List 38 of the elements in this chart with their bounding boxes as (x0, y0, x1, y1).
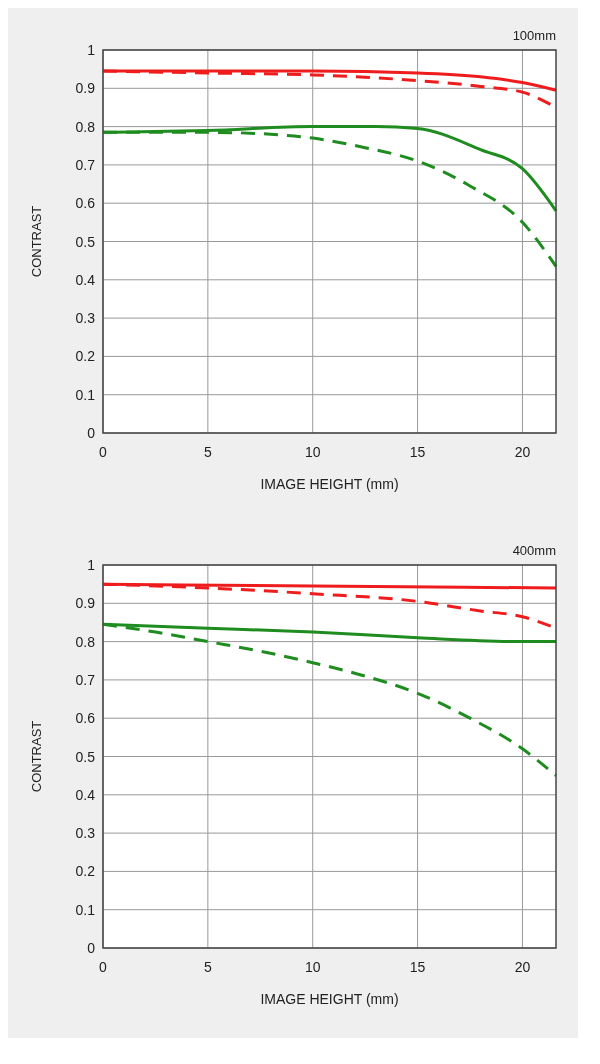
y-axis-title: CONTRAST (29, 205, 44, 278)
y-tick-label: 0.8 (75, 118, 96, 135)
x-tick-label: 15 (409, 444, 426, 460)
y-tick-label: 0.2 (75, 863, 96, 880)
y-tick-label: 0.3 (75, 310, 96, 327)
x-tick-label: 20 (514, 444, 531, 460)
y-tick-label: 0.9 (75, 595, 96, 612)
x-tick-label: 5 (203, 444, 212, 460)
x-tick-label: 0 (99, 959, 108, 975)
y-tick-label: 0.1 (75, 901, 96, 918)
y-tick-label: 1 (87, 557, 96, 573)
x-axis-title: IMAGE HEIGHT (mm) (260, 991, 399, 1007)
y-tick-label: 0.5 (75, 748, 96, 765)
y-tick-label: 0.5 (75, 233, 96, 250)
chart-title: 100mm (512, 28, 556, 43)
x-axis-title: IMAGE HEIGHT (mm) (260, 476, 399, 492)
y-tick-label: 0.9 (75, 80, 96, 97)
chart-title: 400mm (512, 543, 556, 558)
y-tick-label: 0.3 (75, 825, 96, 842)
x-tick-label: 5 (203, 959, 212, 975)
x-tick-label: 10 (304, 959, 321, 975)
x-tick-label: 0 (99, 444, 108, 460)
y-tick-label: 0.6 (75, 195, 96, 212)
y-axis-title: CONTRAST (29, 720, 44, 793)
y-tick-label: 0 (87, 940, 96, 956)
y-tick-label: 0.2 (75, 348, 96, 365)
y-tick-label: 0.8 (75, 633, 96, 650)
y-tick-label: 0.4 (75, 786, 96, 803)
y-tick-label: 1 (87, 42, 96, 58)
x-tick-label: 10 (304, 444, 321, 460)
x-tick-label: 15 (409, 959, 426, 975)
y-tick-label: 0.1 (75, 386, 96, 403)
y-tick-label: 0.6 (75, 710, 96, 727)
y-tick-label: 0.4 (75, 271, 96, 288)
x-tick-label: 20 (514, 959, 531, 975)
y-tick-label: 0.7 (75, 671, 96, 688)
y-tick-label: 0 (87, 425, 96, 441)
y-tick-label: 0.7 (75, 156, 96, 173)
